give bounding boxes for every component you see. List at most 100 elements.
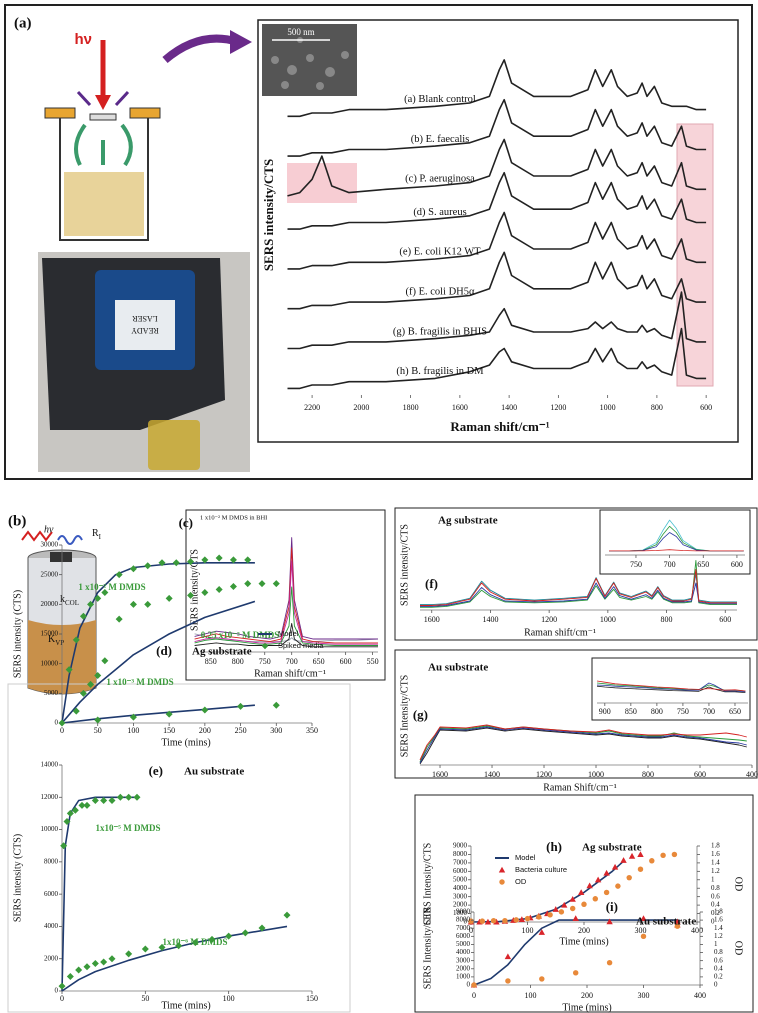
y-tick-label: 0 xyxy=(55,719,59,727)
x-tick-label: 1400 xyxy=(482,615,498,624)
x-tick-label: 200 xyxy=(578,926,590,935)
x-tick-label: 400 xyxy=(746,770,758,779)
x-tick-label: 150 xyxy=(163,726,175,735)
trace-label: (e) E. coli K12 WT xyxy=(399,247,481,258)
line xyxy=(288,100,707,156)
y2-tick-label: 1.2 xyxy=(714,932,723,940)
y-tick-label: 5000 xyxy=(453,875,468,883)
data-point xyxy=(130,601,137,608)
device-photo xyxy=(38,252,250,472)
y-tick-label: 4000 xyxy=(453,884,468,892)
x-tick-label: 350 xyxy=(306,726,318,735)
data-point xyxy=(142,946,149,953)
data-point xyxy=(539,976,544,981)
x-tick-label: 600 xyxy=(694,770,706,779)
x-tick-label: 850 xyxy=(205,657,217,666)
panel-label: (g) xyxy=(413,707,428,722)
y-tick-label: 6000 xyxy=(456,932,471,940)
data-point xyxy=(284,912,291,919)
y-axis-label: SERS Intensity/CTS xyxy=(399,675,410,758)
x-tick-label: 700 xyxy=(664,560,676,569)
screen-text: READY xyxy=(131,326,159,335)
data-point xyxy=(607,960,612,965)
x-axis-label: Time (mins) xyxy=(161,737,210,748)
data-point xyxy=(513,917,518,922)
data-point xyxy=(641,934,646,939)
data-point xyxy=(471,982,476,987)
legend-label: Spiked media xyxy=(278,641,324,650)
data-point xyxy=(75,967,82,974)
x-tick-label: 50 xyxy=(94,726,102,735)
x-axis-label: Raman shift/cm⁻¹ xyxy=(450,419,549,434)
data-point xyxy=(173,559,180,566)
y2-tick-label: 0.4 xyxy=(714,964,723,972)
y-tick-label: 6000 xyxy=(453,867,468,875)
y-tick-label: 0 xyxy=(467,981,471,989)
x-tick-label: 1400 xyxy=(501,403,517,412)
y2-tick-label: 0.2 xyxy=(714,972,723,980)
panel-label: (b) xyxy=(8,513,26,529)
chart-title: Ag substrate xyxy=(438,515,498,527)
x-tick-label: 1600 xyxy=(424,615,440,624)
figure: 500 nm hν LASER READY hν RI kCOL xyxy=(0,0,758,1013)
x-tick-label: 200 xyxy=(581,991,593,1000)
chart-title: Ag substrate xyxy=(582,842,642,854)
data-point xyxy=(242,929,249,936)
y-tick-label: 9000 xyxy=(453,842,468,850)
x-tick-label: 1800 xyxy=(403,403,419,412)
data-point xyxy=(629,853,635,859)
x-tick-label: 800 xyxy=(232,657,244,666)
x-axis-label: Raman shift/cm⁻¹ xyxy=(254,668,326,679)
data-point xyxy=(166,595,173,602)
x-tick-label: 200 xyxy=(199,726,211,735)
x-tick-label: 600 xyxy=(340,657,352,666)
x-tick-label: 650 xyxy=(729,707,741,716)
data-point xyxy=(505,953,511,959)
y2-tick-label: 1.6 xyxy=(711,850,720,858)
x-tick-label: 1600 xyxy=(432,770,448,779)
x-tick-label: 700 xyxy=(286,657,298,666)
data-point xyxy=(101,657,108,664)
data-point xyxy=(480,918,485,923)
y2-tick-label: 1.6 xyxy=(714,916,723,924)
x-tick-label: 1200 xyxy=(550,403,566,412)
y-tick-label: 20000 xyxy=(41,600,59,608)
x-axis-label: Time (mins) xyxy=(559,936,608,947)
x-tick-label: 650 xyxy=(313,657,325,666)
data-point xyxy=(92,960,99,967)
x-tick-label: 50 xyxy=(141,994,149,1003)
data-point xyxy=(570,906,575,911)
data-point xyxy=(125,794,132,801)
data-point xyxy=(603,870,609,876)
y-tick-label: 0 xyxy=(55,987,59,995)
data-point xyxy=(573,970,578,975)
vial-illustration xyxy=(45,30,252,240)
x-tick-label: 0 xyxy=(60,726,64,735)
x-tick-label: 800 xyxy=(642,770,654,779)
x-tick-label: 100 xyxy=(223,994,235,1003)
data-point xyxy=(649,858,654,863)
y-tick-label: 5000 xyxy=(456,940,471,948)
data-point xyxy=(134,794,141,801)
legend-marker xyxy=(499,879,504,884)
data-point xyxy=(638,867,643,872)
y-tick-label: 8000 xyxy=(453,850,468,858)
data-point xyxy=(94,717,101,724)
x-tick-label: 600 xyxy=(719,615,731,624)
data-point xyxy=(604,890,609,895)
annotation: 1 x10⁻³ M DMDS xyxy=(106,677,173,687)
x-axis-label: Time (mins) xyxy=(161,1000,210,1011)
data-point xyxy=(230,583,237,590)
line xyxy=(420,583,737,606)
kcol-sub: COL xyxy=(65,599,79,607)
legend-marker xyxy=(499,867,505,873)
y2-tick-label: 0.6 xyxy=(714,956,723,964)
highlight xyxy=(287,163,357,203)
y-tick-label: 2000 xyxy=(456,964,471,972)
y-tick-label: 8000 xyxy=(44,857,59,865)
hv-label: hν xyxy=(44,524,54,535)
trace-label: (h) B. fragilis in DM xyxy=(396,366,484,377)
data-point xyxy=(626,875,631,880)
x-tick-label: 800 xyxy=(651,403,663,412)
data-point xyxy=(536,914,541,919)
